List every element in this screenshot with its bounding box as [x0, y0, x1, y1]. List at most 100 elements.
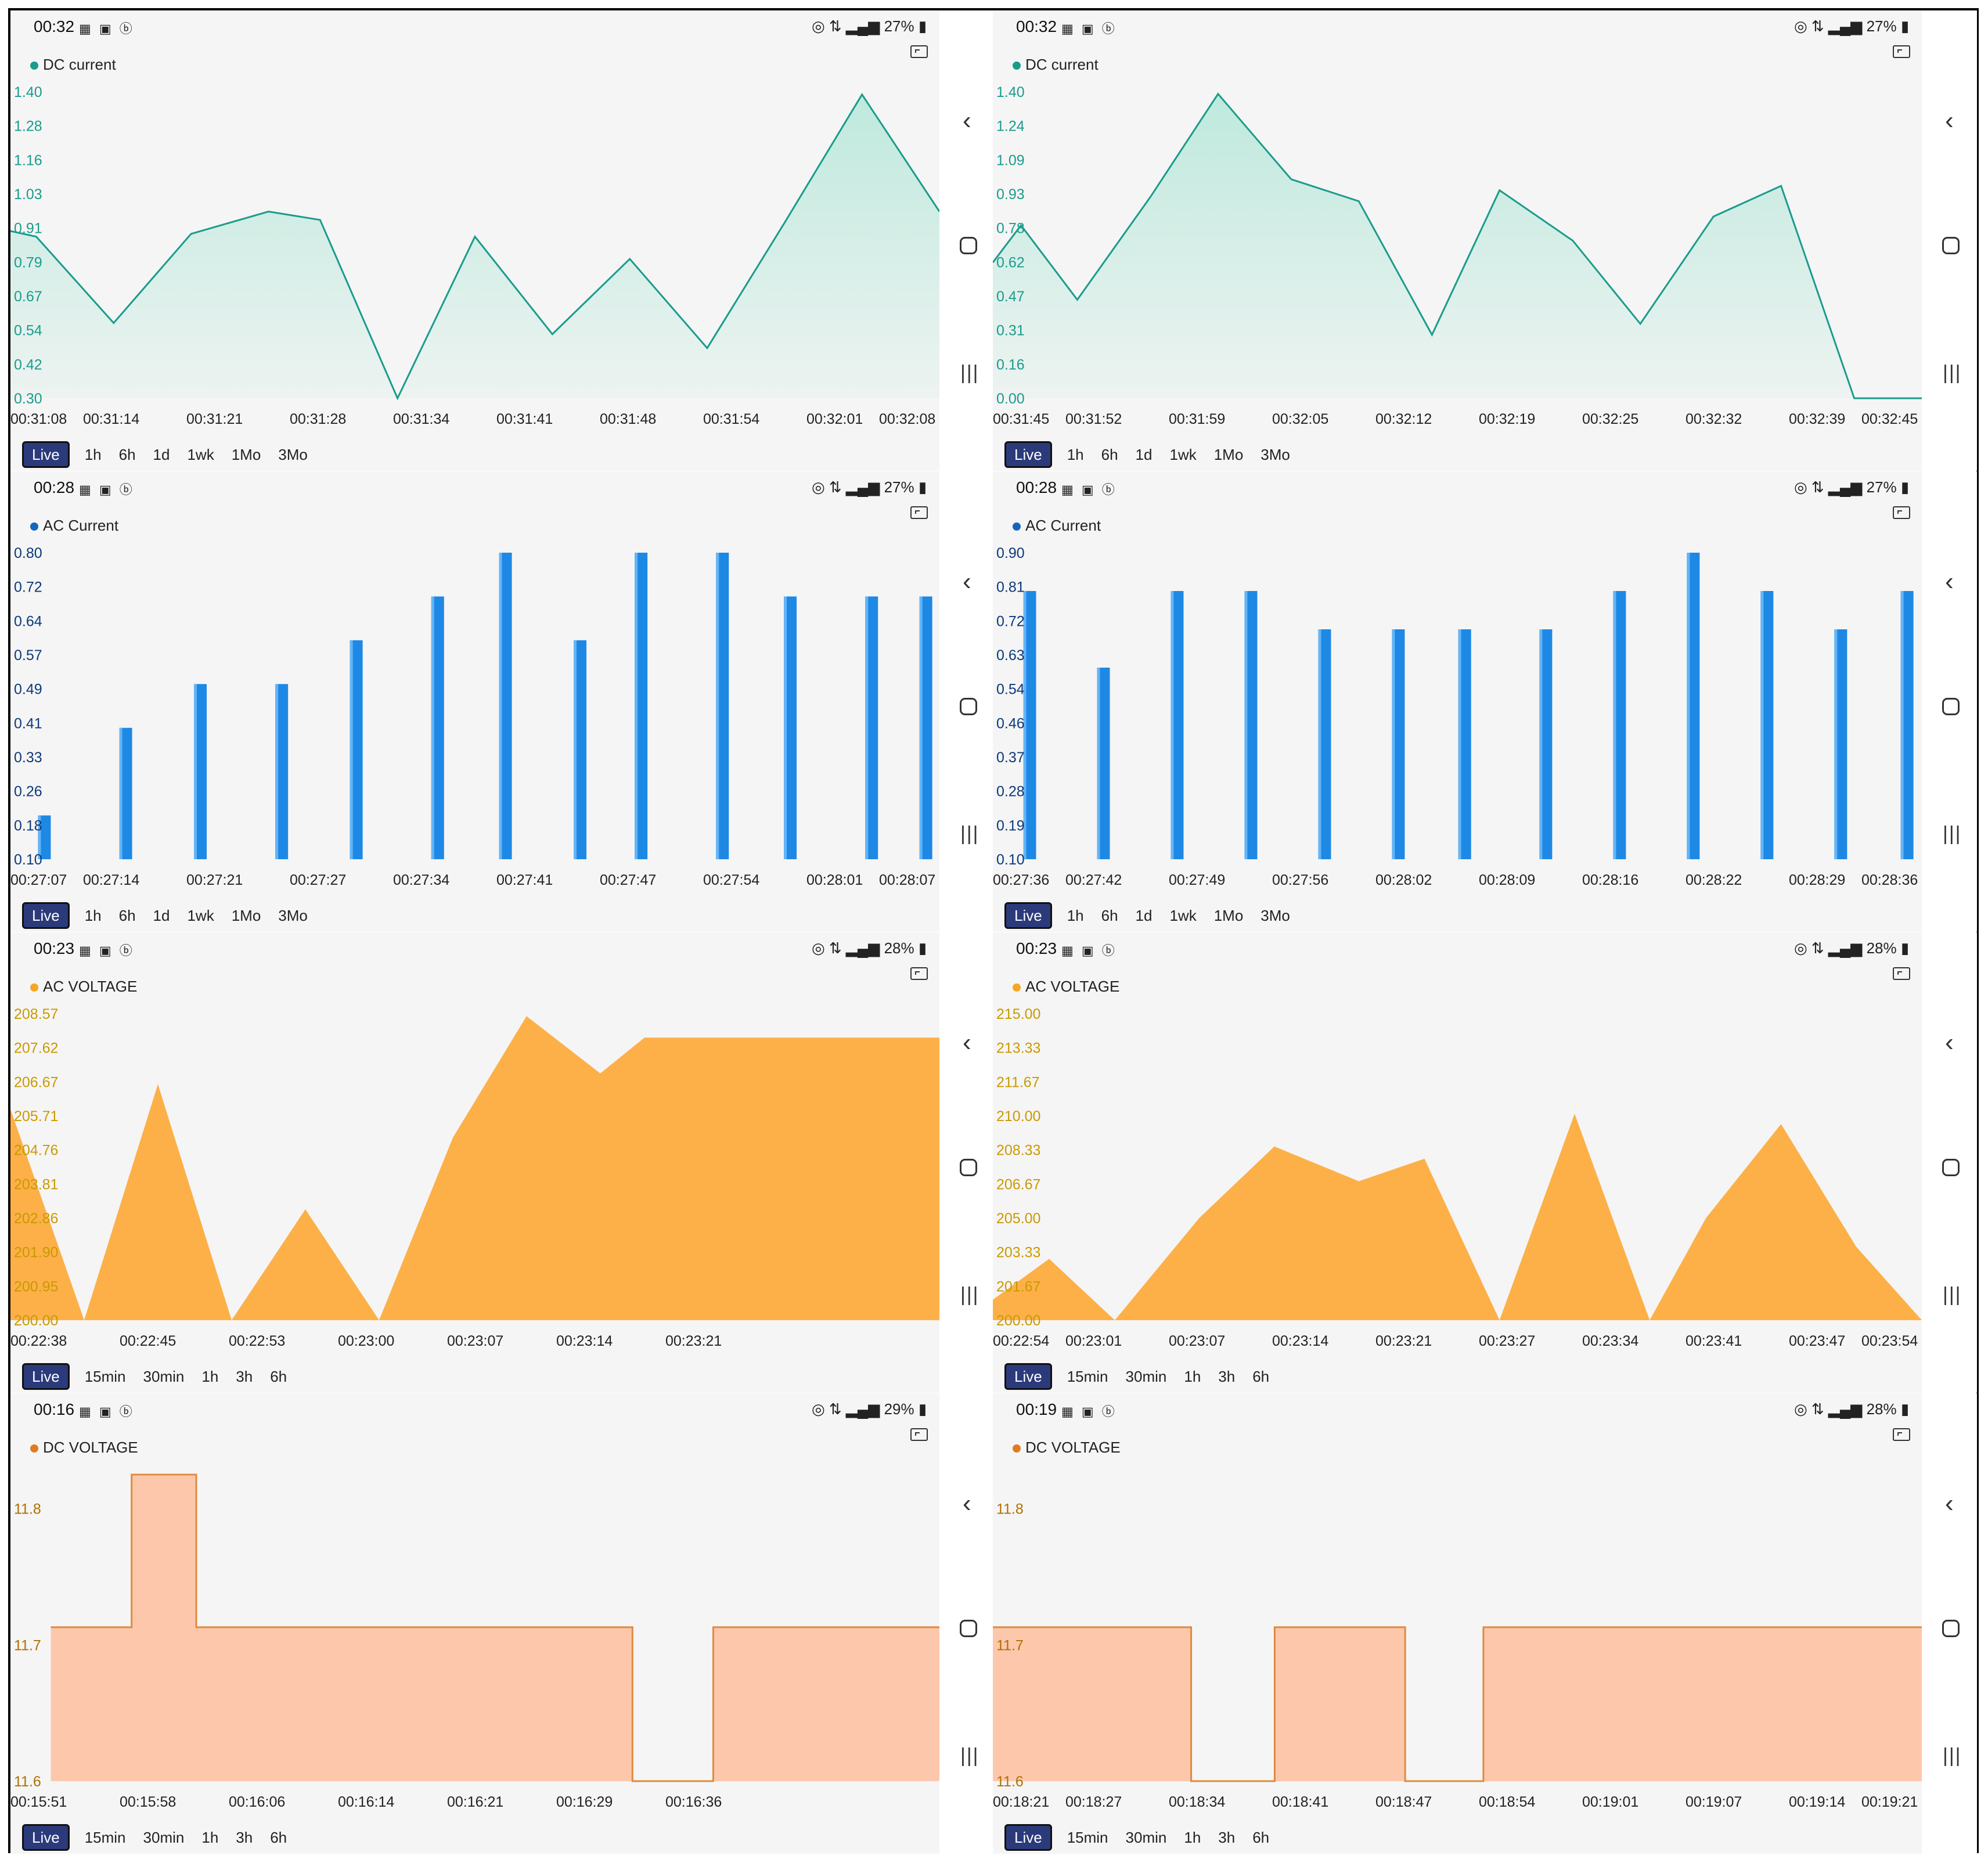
fullscreen-icon[interactable]	[910, 1428, 928, 1441]
data-point[interactable]	[712, 1781, 714, 1782]
bar[interactable]	[1244, 591, 1258, 859]
data-point[interactable]	[861, 93, 863, 95]
range-6h[interactable]: 6h	[1252, 1368, 1270, 1385]
data-point[interactable]	[1482, 1781, 1484, 1782]
bar[interactable]	[865, 596, 878, 859]
range-30min[interactable]: 30min	[1125, 1368, 1167, 1385]
data-point[interactable]	[1574, 1113, 1576, 1115]
range-1h[interactable]: 1h	[84, 907, 102, 924]
data-point[interactable]	[1358, 1180, 1360, 1182]
nav-back-icon[interactable]: ‹	[1945, 106, 1954, 135]
range-1mo[interactable]: 1Mo	[231, 446, 261, 463]
bar[interactable]	[119, 727, 132, 859]
data-point[interactable]	[1076, 299, 1078, 301]
bar[interactable]	[38, 815, 51, 859]
range-30min[interactable]: 30min	[1125, 1829, 1167, 1846]
nav-back-icon[interactable]: ‹	[963, 1028, 971, 1057]
bar[interactable]	[1539, 629, 1553, 859]
fullscreen-icon[interactable]	[910, 506, 928, 519]
nav-recents-icon[interactable]: |||	[1943, 362, 1962, 384]
data-point[interactable]	[1855, 1246, 1857, 1248]
fullscreen-icon[interactable]	[1893, 45, 1910, 58]
data-point[interactable]	[1431, 334, 1433, 336]
data-point[interactable]	[157, 1083, 159, 1085]
data-point[interactable]	[113, 322, 114, 324]
range-live[interactable]: Live	[22, 1363, 70, 1390]
chart-legend[interactable]: AC Current	[30, 517, 118, 535]
data-point[interactable]	[1853, 398, 1855, 399]
range-3h[interactable]: 3h	[236, 1368, 253, 1385]
range-15min[interactable]: 15min	[84, 1368, 126, 1385]
data-point[interactable]	[712, 1626, 714, 1628]
chart-legend[interactable]: AC VOLTAGE	[30, 978, 137, 996]
fullscreen-icon[interactable]	[1893, 506, 1910, 519]
range-3h[interactable]: 3h	[236, 1829, 253, 1846]
range-1d[interactable]: 1d	[1135, 446, 1153, 463]
data-point[interactable]	[1404, 1626, 1406, 1628]
data-point[interactable]	[1358, 200, 1360, 202]
nav-back-icon[interactable]: ‹	[1945, 1028, 1954, 1057]
chart-legend[interactable]: DC VOLTAGE	[30, 1439, 138, 1457]
range-6h[interactable]: 6h	[1252, 1829, 1270, 1846]
range-3mo[interactable]: 3Mo	[278, 907, 308, 924]
range-6h[interactable]: 6h	[118, 907, 136, 924]
data-point[interactable]	[452, 1137, 453, 1138]
data-point[interactable]	[319, 219, 321, 221]
data-point[interactable]	[632, 1626, 633, 1628]
range-1mo[interactable]: 1Mo	[1213, 446, 1244, 463]
nav-home-icon[interactable]	[1942, 1159, 1960, 1176]
range-1d[interactable]: 1d	[153, 446, 170, 463]
data-point[interactable]	[397, 398, 398, 399]
nav-recents-icon[interactable]: |||	[960, 362, 979, 384]
range-1h[interactable]: 1h	[1067, 907, 1084, 924]
nav-home-icon[interactable]	[960, 237, 977, 254]
data-point[interactable]	[474, 236, 476, 237]
range-live[interactable]: Live	[1004, 902, 1052, 929]
data-point[interactable]	[707, 347, 708, 349]
data-point[interactable]	[378, 1320, 380, 1321]
data-point[interactable]	[1114, 1320, 1116, 1321]
range-30min[interactable]: 30min	[143, 1368, 185, 1385]
bar[interactable]	[1318, 629, 1331, 859]
fullscreen-icon[interactable]	[1893, 967, 1910, 980]
bar[interactable]	[1392, 629, 1405, 859]
nav-back-icon[interactable]: ‹	[963, 1489, 971, 1518]
bar[interactable]	[499, 553, 512, 859]
nav-back-icon[interactable]: ‹	[963, 567, 971, 596]
chart-legend[interactable]: DC current	[30, 56, 116, 74]
bar[interactable]	[1097, 668, 1110, 859]
bar[interactable]	[1687, 553, 1700, 859]
nav-back-icon[interactable]: ‹	[963, 106, 971, 135]
chart-legend[interactable]: DC current	[1013, 56, 1099, 74]
data-point[interactable]	[196, 1474, 197, 1476]
range-30min[interactable]: 30min	[143, 1829, 185, 1846]
data-point[interactable]	[1780, 1123, 1782, 1125]
range-live[interactable]: Live	[22, 902, 70, 929]
range-1h[interactable]: 1h	[1184, 1368, 1201, 1385]
data-point[interactable]	[1572, 240, 1573, 242]
range-3h[interactable]: 3h	[1218, 1829, 1236, 1846]
data-point[interactable]	[131, 1474, 132, 1476]
range-live[interactable]: Live	[22, 1824, 70, 1851]
bar[interactable]	[431, 596, 444, 859]
data-point[interactable]	[1649, 1320, 1651, 1321]
nav-recents-icon[interactable]: |||	[960, 823, 979, 845]
bar[interactable]	[1613, 591, 1626, 859]
data-point[interactable]	[1048, 1258, 1050, 1260]
data-point[interactable]	[196, 1626, 197, 1628]
bar[interactable]	[1834, 629, 1847, 859]
data-point[interactable]	[1198, 1217, 1200, 1219]
data-point[interactable]	[1482, 1626, 1484, 1628]
bar[interactable]	[919, 596, 932, 859]
data-point[interactable]	[1273, 1145, 1275, 1147]
range-1h[interactable]: 1h	[1184, 1829, 1201, 1846]
data-point[interactable]	[1424, 1158, 1425, 1159]
bar[interactable]	[635, 553, 648, 859]
data-point[interactable]	[629, 258, 631, 260]
data-point[interactable]	[784, 222, 786, 224]
range-1mo[interactable]: 1Mo	[231, 907, 261, 924]
data-point[interactable]	[1705, 1217, 1707, 1219]
data-point[interactable]	[10, 1108, 12, 1110]
fullscreen-icon[interactable]	[910, 45, 928, 58]
range-live[interactable]: Live	[1004, 441, 1052, 468]
